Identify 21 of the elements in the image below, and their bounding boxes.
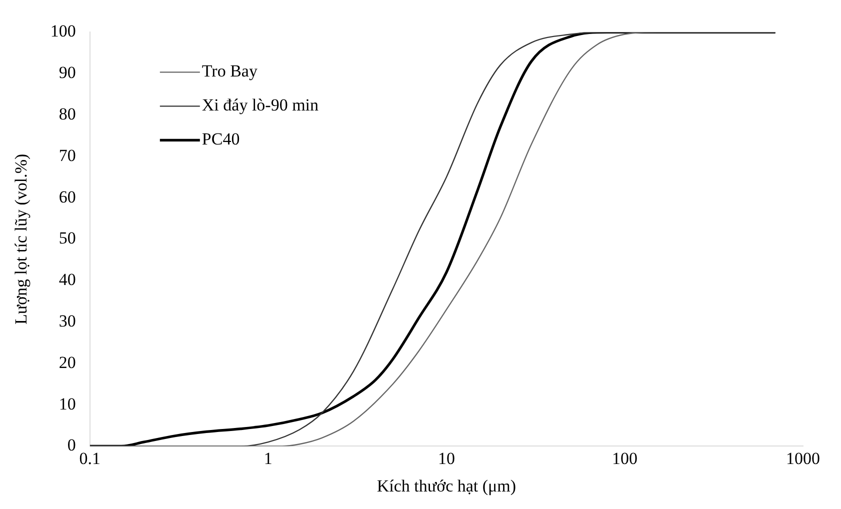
y-tick-label: 70 — [58, 146, 76, 165]
y-tick-label: 100 — [50, 22, 76, 41]
y-tick-label: 20 — [58, 352, 76, 372]
x-tick-label: 100 — [612, 448, 638, 468]
y-axis-title: Lượng lọt tíc lũy (vol.%) — [12, 154, 31, 325]
y-tick-label: 80 — [58, 104, 76, 124]
y-tick-label: 0 — [67, 436, 76, 455]
y-tick-label: 10 — [58, 394, 76, 414]
y-tick-label: 30 — [58, 311, 76, 330]
y-tick-label: 50 — [58, 228, 76, 248]
x-tick-label: 1 — [264, 448, 272, 468]
y-tick-label: 60 — [58, 187, 76, 206]
x-tick-label: 0.1 — [79, 448, 101, 468]
y-tick-label: 40 — [58, 270, 76, 290]
y-tick-label: 90 — [58, 63, 76, 82]
legend-label: PC40 — [202, 130, 240, 149]
legend-label: Xi đáy lò-90 min — [202, 96, 320, 115]
x-tick-label: 1000 — [786, 448, 820, 468]
x-tick-label: 10 — [438, 448, 455, 468]
x-axis-title: Kích thước hạt (μm) — [376, 476, 516, 496]
legend-label: Tro Bay — [202, 62, 258, 81]
